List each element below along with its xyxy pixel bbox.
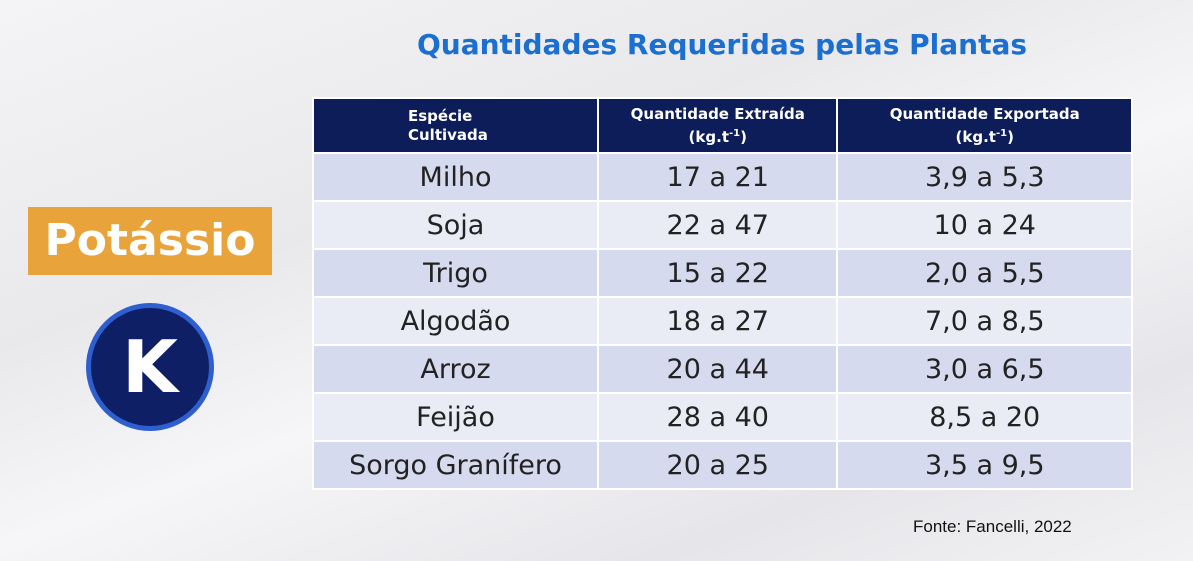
nutrient-badge: K [86, 303, 214, 431]
crop-cell: Feijão [311, 392, 600, 442]
value-cell: 2,0 a 5,5 [836, 248, 1133, 298]
table-row: Arroz 20 a 44 3,0 a 6,5 [311, 344, 1133, 394]
data-table: Espécie Cultivada Quantidade Extraída (kg.t… [311, 97, 1133, 490]
crop-cell: Milho [311, 152, 600, 202]
value-cell: 20 a 44 [597, 344, 839, 394]
source: Fonte: Fancelli, 2022 [913, 517, 1072, 536]
value-cell: 28 a 40 [597, 392, 839, 442]
header-text: Quantidade Extraída [630, 104, 805, 123]
crop-cell: Algodão [311, 296, 600, 346]
header-row: Espécie Cultivada Quantidade Extraída (kg.t… [311, 97, 1133, 154]
unit-text: ) [740, 127, 747, 146]
unit-text: ) [1007, 127, 1014, 146]
value-cell: 8,5 a 20 [836, 392, 1133, 442]
unit-text: (kg.t [688, 127, 729, 146]
header-unit: (kg.t-1) [838, 124, 1131, 147]
table-row: Sorgo Granífero 20 a 25 3,5 a 9,5 [311, 440, 1133, 490]
crop-cell: Arroz [311, 344, 600, 394]
header-cell: Quantidade Extraída (kg.t-1) [597, 97, 839, 154]
header-cell: Quantidade Exportada (kg.t-1) [836, 97, 1133, 154]
nutrient-label: Potássio [28, 207, 272, 275]
unit-text: (kg.t [955, 127, 996, 146]
crop-cell: Soja [311, 200, 600, 250]
table-row: Algodão 18 a 27 7,0 a 8,5 [311, 296, 1133, 346]
value-cell: 3,0 a 6,5 [836, 344, 1133, 394]
header-text: Espécie [408, 106, 473, 125]
value-cell: 10 a 24 [836, 200, 1133, 250]
unit-exponent: -1 [728, 127, 741, 139]
table-row: Soja 22 a 47 10 a 24 [311, 200, 1133, 250]
value-cell: 7,0 a 8,5 [836, 296, 1133, 346]
header-text: Quantidade Exportada [889, 104, 1080, 123]
value-cell: 3,5 a 9,5 [836, 440, 1133, 490]
header-cell: Espécie Cultivada [311, 97, 600, 154]
value-cell: 17 a 21 [597, 152, 839, 202]
header-text: Cultivada [408, 125, 488, 144]
unit-exponent: -1 [995, 127, 1008, 139]
value-cell: 18 a 27 [597, 296, 839, 346]
table-row: Trigo 15 a 22 2,0 a 5,5 [311, 248, 1133, 298]
value-cell: 20 a 25 [597, 440, 839, 490]
table-row: Feijão 28 a 40 8,5 a 20 [311, 392, 1133, 442]
crop-cell: Trigo [311, 248, 600, 298]
title: Quantidades Requeridas pelas Plantas [416, 28, 1028, 61]
crop-cell: Sorgo Granífero [311, 440, 600, 490]
value-cell: 15 a 22 [597, 248, 839, 298]
value-cell: 22 a 47 [597, 200, 839, 250]
value-cell: 3,9 a 5,3 [836, 152, 1133, 202]
header-unit: (kg.t-1) [599, 124, 836, 147]
table-row: Milho 17 a 21 3,9 a 5,3 [311, 152, 1133, 202]
